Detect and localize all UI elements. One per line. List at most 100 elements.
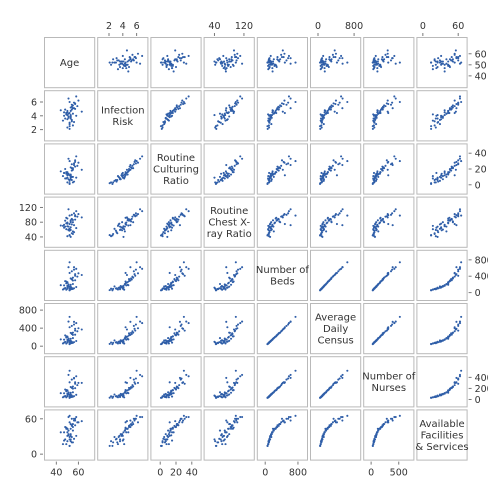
point-number_of_nurses-vs-number_of_beds-46 [276, 387, 279, 390]
point-average_daily_census-vs-number_of_nurses-46 [380, 333, 384, 336]
point-number_of_nurses-vs-number_of_beds-47 [266, 396, 269, 399]
point-average_daily_census-vs-available_facilities-47 [430, 343, 433, 346]
point-chest_xray_ratio-vs-age-23 [59, 224, 62, 227]
panel-r4-c7 [416, 249, 468, 302]
point-available_facilities-vs-infection_risk-5 [136, 421, 140, 424]
point-age-vs-average_daily_census-24 [337, 59, 340, 62]
point-number_of_beds-vs-age-38 [72, 268, 76, 271]
point-average_daily_census-vs-culturing_ratio-45 [170, 336, 173, 339]
point-number_of_nurses-vs-chest_xray_ratio-37 [231, 389, 234, 392]
variable-label-available_facilities-line3: & Services [415, 442, 468, 453]
point-number_of_beds-vs-age-43 [67, 266, 70, 269]
point-chest_xray_ratio-vs-number_of_beds-21 [281, 216, 284, 219]
point-culturing_ratio-vs-average_daily_census-35 [331, 164, 334, 167]
point-age-vs-culturing_ratio-37 [171, 63, 174, 66]
point-number_of_nurses-vs-number_of_beds-49 [282, 381, 285, 384]
point-culturing_ratio-vs-average_daily_census-3 [335, 174, 339, 177]
point-culturing_ratio-vs-average_daily_census-11 [332, 159, 335, 162]
point-available_facilities-vs-culturing_ratio-6 [165, 438, 168, 441]
point-infection_risk-vs-number_of_beds-40 [271, 111, 274, 114]
panel-r6-c1 [97, 356, 149, 408]
point-number_of_nurses-vs-chest_xray_ratio-15 [218, 391, 222, 394]
point-available_facilities-vs-chest_xray_ratio-35 [233, 421, 236, 424]
point-culturing_ratio-vs-age-42 [75, 176, 78, 179]
point-age-vs-available_facilities-35 [453, 53, 456, 56]
point-infection_risk-vs-age-30 [68, 100, 71, 104]
point-culturing_ratio-vs-infection_risk-44 [118, 178, 122, 181]
point-available_facilities-vs-culturing_ratio-39 [163, 438, 166, 441]
point-age-vs-average_daily_census-35 [331, 53, 334, 56]
point-number_of_nurses-vs-age-28 [74, 387, 77, 390]
point-culturing_ratio-vs-number_of_beds-30 [294, 160, 297, 163]
point-average_daily_census-vs-infection_risk-35 [131, 330, 134, 333]
point-chest_xray_ratio-vs-infection_risk-38 [134, 212, 137, 215]
point-infection_risk-vs-number_of_beds-48 [270, 114, 274, 117]
point-available_facilities-vs-average_daily_census-49 [334, 419, 337, 422]
point-number_of_beds-vs-culturing_ratio-16 [187, 267, 190, 270]
point-average_daily_census-vs-age-32 [64, 334, 67, 337]
point-available_facilities-vs-culturing_ratio-30 [182, 414, 185, 417]
point-number_of_beds-vs-culturing_ratio-41 [175, 278, 178, 281]
point-average_daily_census-vs-available_facilities-30 [460, 315, 463, 318]
point-infection_risk-vs-average_daily_census-13 [319, 119, 322, 122]
point-average_daily_census-vs-chest_xray_ratio-30 [234, 315, 237, 318]
point-available_facilities-vs-culturing_ratio-20 [164, 433, 167, 436]
point-available_facilities-vs-age-40 [63, 431, 66, 434]
point-number_of_beds-vs-age-11 [74, 274, 77, 277]
point-infection_risk-vs-available_facilities-23 [443, 109, 446, 112]
point-available_facilities-vs-culturing_ratio-48 [168, 431, 171, 434]
point-infection_risk-vs-average_daily_census-38 [338, 101, 341, 104]
point-age-vs-number_of_nurses-32 [380, 65, 383, 69]
point-infection_risk-vs-number_of_beds-46 [276, 107, 279, 110]
point-infection_risk-vs-available_facilities-33 [433, 124, 436, 127]
point-average_daily_census-vs-age-28 [74, 333, 77, 336]
point-age-vs-chest_xray_ratio-30 [234, 61, 237, 64]
point-number_of_beds-vs-chest_xray_ratio-45 [227, 282, 230, 285]
point-number_of_nurses-vs-culturing_ratio-16 [187, 375, 190, 378]
point-chest_xray_ratio-vs-number_of_nurses-16 [393, 210, 396, 213]
point-available_facilities-vs-number_of_nurses-46 [380, 425, 384, 429]
point-age-vs-infection_risk-37 [126, 63, 129, 66]
point-available_facilities-vs-infection_risk-48 [122, 431, 125, 434]
point-age-vs-infection_risk-23 [127, 70, 130, 73]
point-chest_xray_ratio-vs-available_facilities-18 [435, 226, 438, 229]
point-available_facilities-vs-number_of_nurses-35 [384, 421, 387, 424]
point-culturing_ratio-vs-average_daily_census-30 [346, 160, 349, 163]
point-number_of_beds-vs-number_of_nurses-35 [384, 275, 387, 278]
point-average_daily_census-vs-age-36 [69, 339, 72, 342]
point-available_facilities-vs-chest_xray_ratio-48 [224, 431, 227, 434]
point-age-vs-chest_xray_ratio-38 [236, 57, 240, 60]
point-chest_xray_ratio-vs-number_of_nurses-31 [374, 223, 377, 226]
point-chest_xray_ratio-vs-available_facilities-48 [443, 225, 446, 228]
point-number_of_beds-vs-culturing_ratio-12 [163, 285, 166, 288]
point-number_of_beds-vs-age-46 [71, 279, 74, 282]
point-available_facilities-vs-age-35 [76, 421, 79, 424]
point-number_of_beds-vs-culturing_ratio-15 [167, 282, 170, 286]
point-age-vs-available_facilities-42 [440, 54, 443, 58]
point-infection_risk-vs-culturing_ratio-45 [170, 111, 173, 115]
point-age-vs-chest_xray_ratio-32 [229, 65, 232, 69]
panel-r5-c0 [44, 303, 96, 355]
point-chest_xray_ratio-vs-infection_risk-44 [118, 228, 122, 231]
point-culturing_ratio-vs-age-36 [69, 175, 72, 178]
point-number_of_beds-vs-available_facilities-45 [447, 282, 450, 285]
point-age-vs-infection_risk-30 [135, 61, 138, 64]
point-chest_xray_ratio-vs-number_of_beds-43 [289, 208, 292, 211]
point-age-vs-number_of_beds-30 [294, 61, 297, 64]
point-available_facilities-vs-age-49 [74, 419, 77, 422]
point-chest_xray_ratio-vs-infection_risk-43 [139, 208, 142, 211]
point-culturing_ratio-vs-age-35 [76, 164, 79, 167]
point-number_of_beds-vs-infection_risk-49 [133, 273, 136, 276]
point-number_of_beds-vs-chest_xray_ratio-42 [222, 286, 225, 289]
panel-r7-c1 [97, 409, 149, 461]
point-chest_xray_ratio-vs-culturing_ratio-31 [167, 223, 170, 226]
point-culturing_ratio-vs-age-43 [67, 157, 70, 160]
panel-r0-c2 [150, 37, 202, 89]
point-average_daily_census-vs-age-16 [75, 322, 78, 325]
panel-r0-c0 [44, 37, 96, 89]
point-chest_xray_ratio-vs-number_of_nurses-35 [384, 215, 387, 218]
point-number_of_nurses-vs-available_facilities-42 [440, 393, 443, 396]
point-infection_risk-vs-age-37 [66, 109, 69, 113]
point-age-vs-average_daily_census-42 [322, 54, 325, 58]
